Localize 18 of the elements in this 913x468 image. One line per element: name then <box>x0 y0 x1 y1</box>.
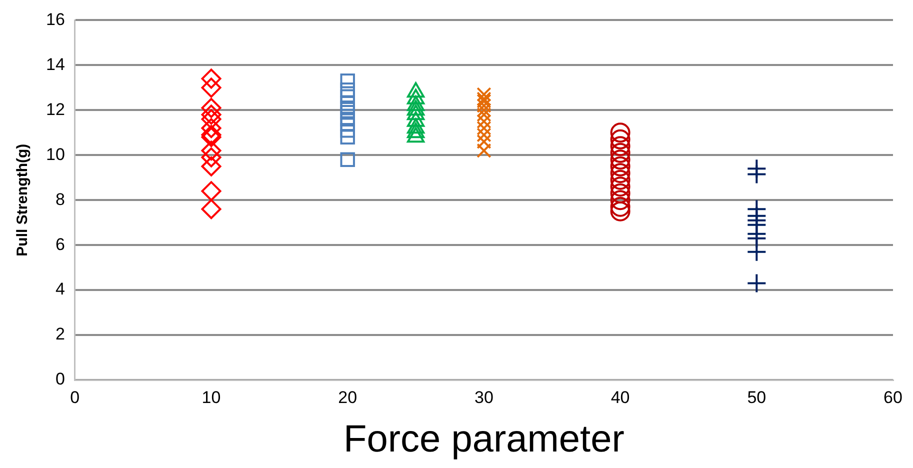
y-axis-title: Pull Strength(g) <box>14 144 32 256</box>
y-tick-label: 14 <box>46 54 65 74</box>
y-tick-label: 6 <box>55 234 65 254</box>
x-tick-label: 40 <box>610 388 630 407</box>
y-tick-label: 16 <box>46 10 65 29</box>
y-tick-label: 2 <box>55 324 65 344</box>
y-tick-label: 4 <box>55 280 65 299</box>
x-tick-label: 0 <box>70 388 80 407</box>
y-tick-label: 0 <box>55 370 65 389</box>
y-tick-label: 12 <box>46 100 65 119</box>
x-axis-title: Force parameter <box>344 418 625 461</box>
y-tick-label: 8 <box>55 190 65 209</box>
x-tick-label: 10 <box>202 388 221 407</box>
x-tick-label: 60 <box>884 388 902 407</box>
y-tick-label: 10 <box>46 144 65 164</box>
x-tick-label: 50 <box>747 388 766 407</box>
x-tick-label: 30 <box>474 388 494 407</box>
x-tick-label: 20 <box>338 388 358 407</box>
